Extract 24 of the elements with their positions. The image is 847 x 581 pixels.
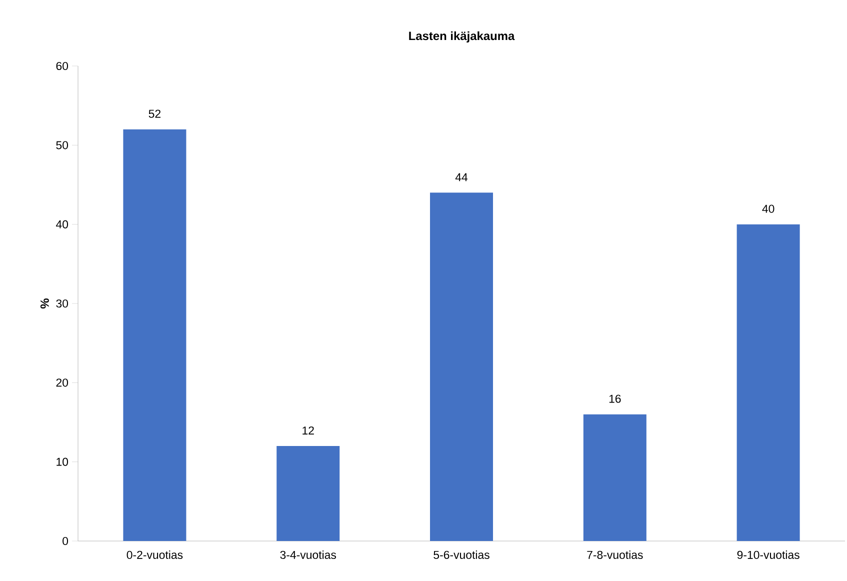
data-label: 16 bbox=[609, 394, 621, 403]
bar bbox=[123, 129, 186, 541]
x-tick-label: 5-6-vuotias bbox=[434, 550, 490, 559]
bar bbox=[276, 446, 340, 541]
y-tick-label: 40 bbox=[56, 220, 68, 228]
bar bbox=[430, 192, 494, 541]
x-tick-label: 7-8-vuotias bbox=[587, 550, 643, 559]
chart-title: Lasten ikäjakauma bbox=[409, 31, 515, 42]
x-tick-label: 9-10-vuotias bbox=[737, 550, 800, 559]
x-tick-label: 0-2-vuotias bbox=[126, 550, 183, 559]
y-tick-label: 10 bbox=[56, 458, 68, 466]
y-axis-title: % bbox=[40, 298, 49, 309]
data-label: 52 bbox=[148, 110, 160, 118]
y-tick-label: 0 bbox=[62, 536, 68, 546]
bar bbox=[583, 414, 646, 541]
x-tick-label: 3-4-vuotias bbox=[280, 550, 336, 559]
data-label: 12 bbox=[302, 426, 314, 434]
y-tick-label: 60 bbox=[56, 62, 68, 70]
bar bbox=[736, 224, 800, 541]
data-label: 40 bbox=[762, 204, 774, 213]
y-tick-label: 20 bbox=[56, 378, 68, 387]
data-label: 44 bbox=[455, 173, 468, 182]
y-tick-label: 50 bbox=[56, 141, 68, 150]
y-tick-label: 30 bbox=[56, 299, 68, 308]
